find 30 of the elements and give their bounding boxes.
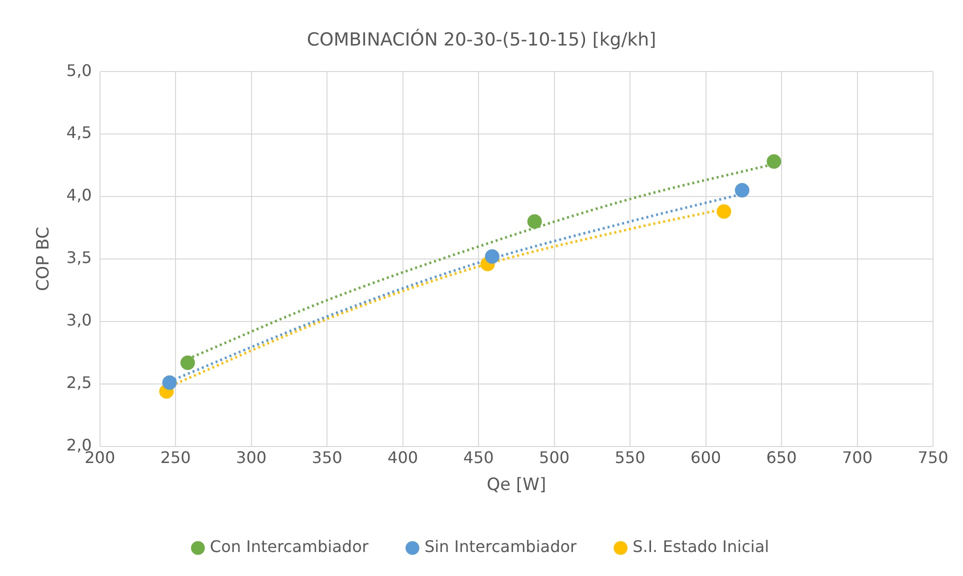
- point: [766, 154, 782, 169]
- x-tick-label: 750: [918, 448, 948, 468]
- y-tick-label: 4,5: [66, 123, 92, 142]
- legend-label: Sin Intercambiador: [424, 537, 578, 556]
- legend-label: Con Intercambiador: [210, 537, 369, 556]
- point: [484, 249, 500, 264]
- x-tick-label: 350: [312, 448, 342, 468]
- y-tick-label: 3,5: [66, 248, 92, 268]
- x-tick-label: 300: [236, 448, 267, 468]
- y-tick-label: 2,5: [66, 373, 92, 392]
- chart-title: COMBINACIÓN 20-30-(5-10-15) [kg/kh]: [306, 28, 656, 50]
- legend-label: S.I. Estado Inicial: [632, 537, 770, 556]
- x-tick-label: 650: [766, 448, 797, 468]
- point: [180, 355, 195, 370]
- point: [162, 375, 177, 390]
- x-tick-label: 500: [539, 448, 570, 468]
- y-axis-title: COP BC: [34, 226, 54, 292]
- x-tick-label: 600: [690, 448, 722, 468]
- x-tick-label: 550: [614, 448, 646, 468]
- x-tick-label: 450: [463, 448, 494, 468]
- x-tick-label: 400: [388, 448, 418, 468]
- y-tick-label: 3,0: [66, 310, 92, 330]
- point: [527, 214, 542, 229]
- x-tick-label: 700: [842, 448, 873, 468]
- point: [734, 183, 750, 198]
- x-tick-label: 250: [160, 448, 191, 468]
- y-tick-label: 4,0: [66, 186, 92, 205]
- y-tick-label: 5,0: [66, 60, 92, 80]
- x-axis-title: Qe [W]: [486, 475, 546, 496]
- point: [716, 204, 732, 219]
